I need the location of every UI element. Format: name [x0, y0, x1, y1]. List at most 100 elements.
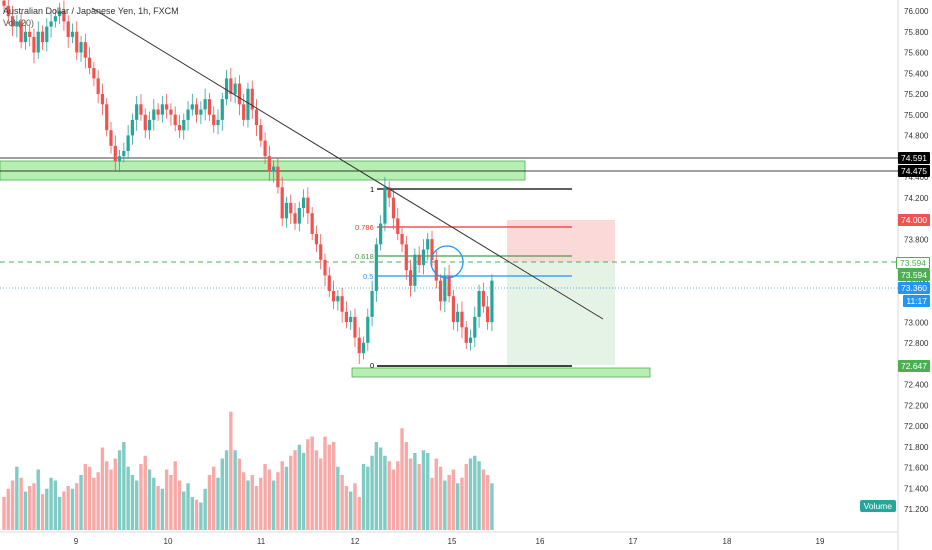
candle-body[interactable]: [417, 254, 421, 266]
candle-body[interactable]: [45, 26, 49, 43]
candle-body[interactable]: [473, 316, 477, 338]
candle-body[interactable]: [70, 31, 75, 37]
candle-body[interactable]: [383, 187, 387, 224]
candle-body[interactable]: [374, 244, 378, 291]
candle-body[interactable]: [254, 109, 259, 126]
candle-body[interactable]: [186, 109, 190, 120]
candle-body[interactable]: [250, 88, 254, 110]
candle-body[interactable]: [173, 114, 177, 126]
candle-body[interactable]: [349, 316, 353, 323]
candle-body[interactable]: [340, 296, 344, 312]
position-stop-area[interactable]: [507, 262, 615, 365]
resistance-zone[interactable]: [0, 160, 526, 181]
candle-body[interactable]: [276, 166, 280, 188]
candle-body[interactable]: [344, 311, 348, 323]
candle-body[interactable]: [75, 31, 79, 53]
candle-body[interactable]: [2, 0, 6, 6]
candle-body[interactable]: [361, 342, 366, 354]
candle-body[interactable]: [460, 311, 464, 328]
candle-body[interactable]: [284, 202, 289, 219]
candle-body[interactable]: [203, 99, 207, 110]
candle-body[interactable]: [156, 109, 160, 115]
candle-body[interactable]: [336, 296, 340, 302]
candle-body[interactable]: [409, 270, 413, 286]
candle-body[interactable]: [83, 42, 87, 58]
candle-body[interactable]: [113, 145, 117, 162]
candle-body[interactable]: [212, 114, 216, 126]
candle-body[interactable]: [10, 16, 15, 27]
candle-body[interactable]: [280, 187, 284, 219]
candle-body[interactable]: [233, 83, 237, 94]
candle-body[interactable]: [366, 316, 370, 343]
candle-body[interactable]: [135, 104, 139, 120]
candle-body[interactable]: [443, 275, 447, 302]
candle-body[interactable]: [49, 21, 53, 27]
candle-body[interactable]: [96, 78, 100, 94]
downtrend-line[interactable]: [91, 7, 604, 320]
circle-annotation[interactable]: [430, 245, 464, 279]
candle-body[interactable]: [314, 233, 319, 245]
candle-body[interactable]: [105, 104, 109, 131]
candle-body[interactable]: [40, 31, 45, 43]
candle-body[interactable]: [242, 104, 246, 120]
candle-body[interactable]: [434, 259, 438, 281]
candle-body[interactable]: [32, 36, 36, 53]
candle-body[interactable]: [23, 31, 27, 43]
candle-body[interactable]: [391, 197, 396, 219]
candle-body[interactable]: [297, 208, 301, 224]
candle-body[interactable]: [468, 337, 473, 343]
candle-body[interactable]: [19, 21, 23, 43]
candle-body[interactable]: [430, 239, 434, 260]
support-zone[interactable]: [351, 367, 651, 378]
candle-body[interactable]: [237, 83, 241, 105]
candle-body[interactable]: [481, 290, 485, 307]
candle-body[interactable]: [387, 187, 391, 198]
candle-body[interactable]: [53, 16, 57, 22]
candle-body[interactable]: [143, 114, 147, 131]
candle-body[interactable]: [216, 119, 220, 126]
candle-body[interactable]: [220, 99, 224, 120]
candle-body[interactable]: [190, 104, 194, 110]
candle-body[interactable]: [272, 166, 276, 172]
candle-body[interactable]: [160, 104, 164, 115]
candle-body[interactable]: [400, 233, 404, 245]
candle-body[interactable]: [6, 5, 10, 17]
candle-body[interactable]: [357, 337, 361, 354]
candle-body[interactable]: [331, 290, 336, 302]
candle-body[interactable]: [58, 11, 62, 17]
candle-body[interactable]: [486, 306, 490, 323]
candle-body[interactable]: [267, 156, 271, 172]
candle-body[interactable]: [263, 140, 267, 157]
candle-body[interactable]: [477, 290, 481, 317]
candle-body[interactable]: [147, 119, 152, 131]
candle-body[interactable]: [310, 213, 314, 234]
candle-body[interactable]: [353, 316, 357, 338]
candle-body[interactable]: [464, 327, 468, 343]
candle-body[interactable]: [15, 21, 19, 27]
candle-body[interactable]: [302, 197, 306, 209]
candle-body[interactable]: [319, 244, 323, 260]
candle-body[interactable]: [182, 119, 186, 131]
candle-body[interactable]: [66, 21, 70, 37]
candle-body[interactable]: [117, 156, 122, 162]
candle-body[interactable]: [490, 280, 494, 323]
candle-body[interactable]: [169, 109, 173, 115]
candle-body[interactable]: [177, 125, 182, 131]
candle-body[interactable]: [139, 104, 143, 115]
candle-body[interactable]: [126, 135, 130, 151]
candle-body[interactable]: [229, 78, 233, 94]
candle-body[interactable]: [456, 311, 460, 323]
candle-body[interactable]: [207, 99, 212, 115]
fibonacci-retracement[interactable]: 1 0.786 0.618 0.5 0: [355, 185, 572, 370]
candle-body[interactable]: [246, 88, 250, 120]
candle-body[interactable]: [122, 150, 126, 157]
candle-body[interactable]: [404, 244, 408, 271]
candle-body[interactable]: [379, 223, 383, 245]
candle-body[interactable]: [62, 11, 66, 22]
candle-body[interactable]: [165, 104, 169, 110]
candle-body[interactable]: [426, 239, 430, 250]
candle-body[interactable]: [88, 57, 92, 69]
candle-body[interactable]: [199, 109, 203, 115]
candle-body[interactable]: [195, 104, 199, 115]
